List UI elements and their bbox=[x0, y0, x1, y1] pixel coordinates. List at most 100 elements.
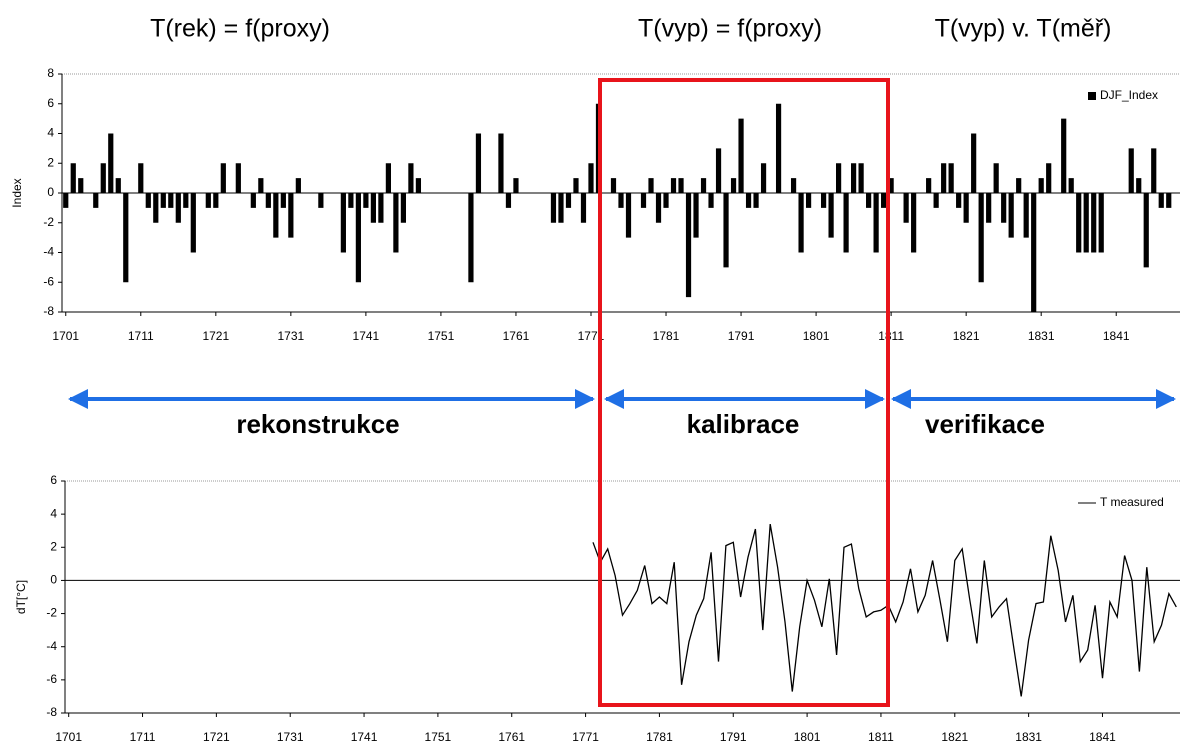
bar bbox=[565, 193, 572, 208]
x-tick-label: 1781 bbox=[646, 730, 673, 744]
bar bbox=[340, 193, 346, 253]
x-tick-label: 1831 bbox=[1028, 329, 1055, 343]
legend-swatch bbox=[1088, 92, 1096, 100]
y-tick-label: 4 bbox=[50, 506, 57, 520]
bar bbox=[213, 193, 219, 208]
bar bbox=[1166, 193, 1172, 208]
bar bbox=[1068, 178, 1074, 193]
bar bbox=[723, 193, 729, 268]
bar bbox=[790, 178, 797, 193]
x-tick-label: 1781 bbox=[653, 329, 680, 343]
bar bbox=[1143, 193, 1149, 268]
bar bbox=[295, 178, 301, 193]
bar bbox=[408, 163, 414, 193]
bar bbox=[108, 133, 114, 193]
bar bbox=[670, 178, 677, 193]
bar bbox=[1158, 193, 1164, 208]
bar bbox=[1061, 118, 1067, 193]
bar bbox=[115, 178, 121, 193]
bar bbox=[573, 178, 579, 193]
x-tick-label: 1841 bbox=[1089, 730, 1116, 744]
bar bbox=[160, 193, 166, 208]
bar bbox=[505, 193, 512, 208]
bar bbox=[805, 193, 812, 208]
bar bbox=[1001, 193, 1007, 223]
bar bbox=[168, 193, 174, 208]
bar bbox=[370, 193, 376, 223]
bar bbox=[648, 178, 654, 193]
bar bbox=[903, 193, 909, 223]
y-tick-label: -4 bbox=[46, 639, 57, 653]
bar bbox=[415, 178, 422, 193]
x-tick-label: 1721 bbox=[203, 730, 230, 744]
bar bbox=[948, 163, 954, 193]
bar bbox=[618, 193, 624, 208]
x-tick-label: 1821 bbox=[953, 329, 980, 343]
bar bbox=[978, 193, 984, 283]
bar bbox=[348, 193, 354, 208]
x-tick-label: 1751 bbox=[428, 329, 455, 343]
x-tick-label: 1761 bbox=[498, 730, 525, 744]
x-tick-label: 1771 bbox=[578, 329, 605, 343]
bar bbox=[93, 193, 99, 208]
bar bbox=[220, 163, 226, 193]
bar bbox=[318, 193, 324, 208]
y-tick-label: 4 bbox=[47, 126, 54, 140]
bar bbox=[708, 193, 714, 208]
bar bbox=[153, 193, 159, 223]
x-tick-label: 1731 bbox=[277, 730, 304, 744]
bar bbox=[138, 163, 144, 193]
bar bbox=[685, 193, 692, 298]
bar bbox=[655, 193, 662, 223]
bar bbox=[498, 133, 504, 193]
bar bbox=[738, 118, 744, 193]
bar bbox=[393, 193, 399, 253]
bar bbox=[400, 193, 407, 223]
x-tick-label: 1741 bbox=[353, 329, 380, 343]
bar bbox=[828, 193, 834, 238]
x-tick-label: 1701 bbox=[52, 329, 79, 343]
bar bbox=[753, 193, 759, 208]
bar bbox=[1016, 178, 1022, 193]
x-tick-label: 1841 bbox=[1103, 329, 1130, 343]
bar bbox=[760, 163, 767, 193]
y-tick-label: -6 bbox=[43, 274, 54, 288]
bar bbox=[820, 193, 827, 208]
bar bbox=[273, 193, 279, 238]
x-tick-label: 1791 bbox=[728, 329, 755, 343]
y-tick-label: 2 bbox=[50, 539, 57, 553]
phase-label: rekonstrukce bbox=[236, 409, 399, 439]
y-tick-label: 0 bbox=[50, 573, 57, 587]
bar bbox=[63, 193, 69, 208]
x-tick-label: 1831 bbox=[1015, 730, 1042, 744]
bar bbox=[588, 163, 594, 193]
y-tick-label: 6 bbox=[50, 473, 57, 487]
bar bbox=[911, 193, 917, 253]
bar bbox=[730, 178, 737, 193]
bar bbox=[190, 193, 196, 253]
x-tick-label: 1731 bbox=[278, 329, 305, 343]
x-tick-label: 1791 bbox=[720, 730, 747, 744]
bar bbox=[1076, 193, 1082, 253]
line bbox=[592, 523, 1177, 697]
bar bbox=[183, 193, 189, 208]
bar bbox=[235, 163, 241, 193]
bar bbox=[70, 163, 76, 193]
bar bbox=[835, 163, 842, 193]
bar bbox=[265, 193, 271, 208]
bar bbox=[610, 178, 617, 193]
bar bbox=[100, 163, 106, 193]
bar bbox=[678, 178, 684, 193]
x-tick-label: 1721 bbox=[202, 329, 229, 343]
calibration-box bbox=[598, 78, 890, 707]
legend-label: DJF_Index bbox=[1100, 88, 1158, 102]
x-tick-label: 1811 bbox=[868, 730, 894, 744]
bar bbox=[145, 193, 151, 208]
y-tick-label: -2 bbox=[43, 215, 54, 229]
bar bbox=[378, 193, 384, 223]
bar bbox=[280, 193, 286, 208]
y-tick-label: 8 bbox=[47, 66, 54, 80]
x-tick-label: 1761 bbox=[503, 329, 530, 343]
